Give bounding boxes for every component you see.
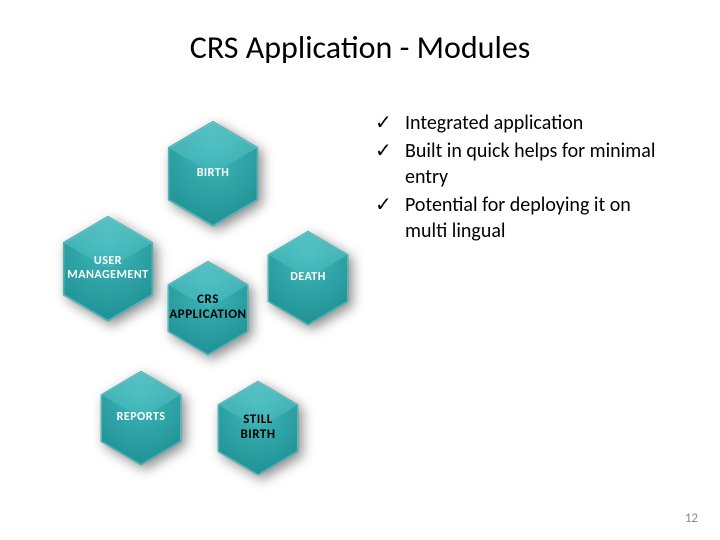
hex-crs: CRS APPLICATION (165, 260, 251, 356)
hex-death: DEATH (265, 230, 351, 326)
checkmark-icon: ✓ (375, 192, 405, 218)
bullet-row: ✓Integrated application (375, 110, 675, 136)
checkmark-icon: ✓ (375, 110, 405, 136)
hex-birth: BIRTH (165, 120, 261, 228)
hex-user: USER MANAGEMENT (60, 215, 156, 323)
hex-diagram: BIRTH USER MANAGEMENT (70, 120, 370, 510)
bullet-row: ✓Potential for deploying it on multi lin… (375, 192, 675, 244)
hex-label-death: DEATH (265, 230, 351, 326)
bullet-text: Built in quick helps for minimal entry (405, 138, 675, 190)
hex-label-reports: REPORTS (98, 370, 184, 466)
hex-label-crs: CRS APPLICATION (165, 260, 251, 356)
hex-label-still: STILL BIRTH (215, 380, 301, 476)
hex-label-user: USER MANAGEMENT (60, 215, 156, 323)
bullet-row: ✓Built in quick helps for minimal entry (375, 138, 675, 190)
hex-reports: REPORTS (98, 370, 184, 466)
page-number: 12 (685, 511, 698, 526)
bullet-list: ✓Integrated application✓Built in quick h… (375, 110, 675, 246)
checkmark-icon: ✓ (375, 138, 405, 164)
slide-title: CRS Application - Modules (0, 28, 720, 67)
bullet-text: Integrated application (405, 110, 583, 136)
bullet-text: Potential for deploying it on multi ling… (405, 192, 675, 244)
hex-still: STILL BIRTH (215, 380, 301, 476)
hex-label-birth: BIRTH (165, 120, 261, 228)
